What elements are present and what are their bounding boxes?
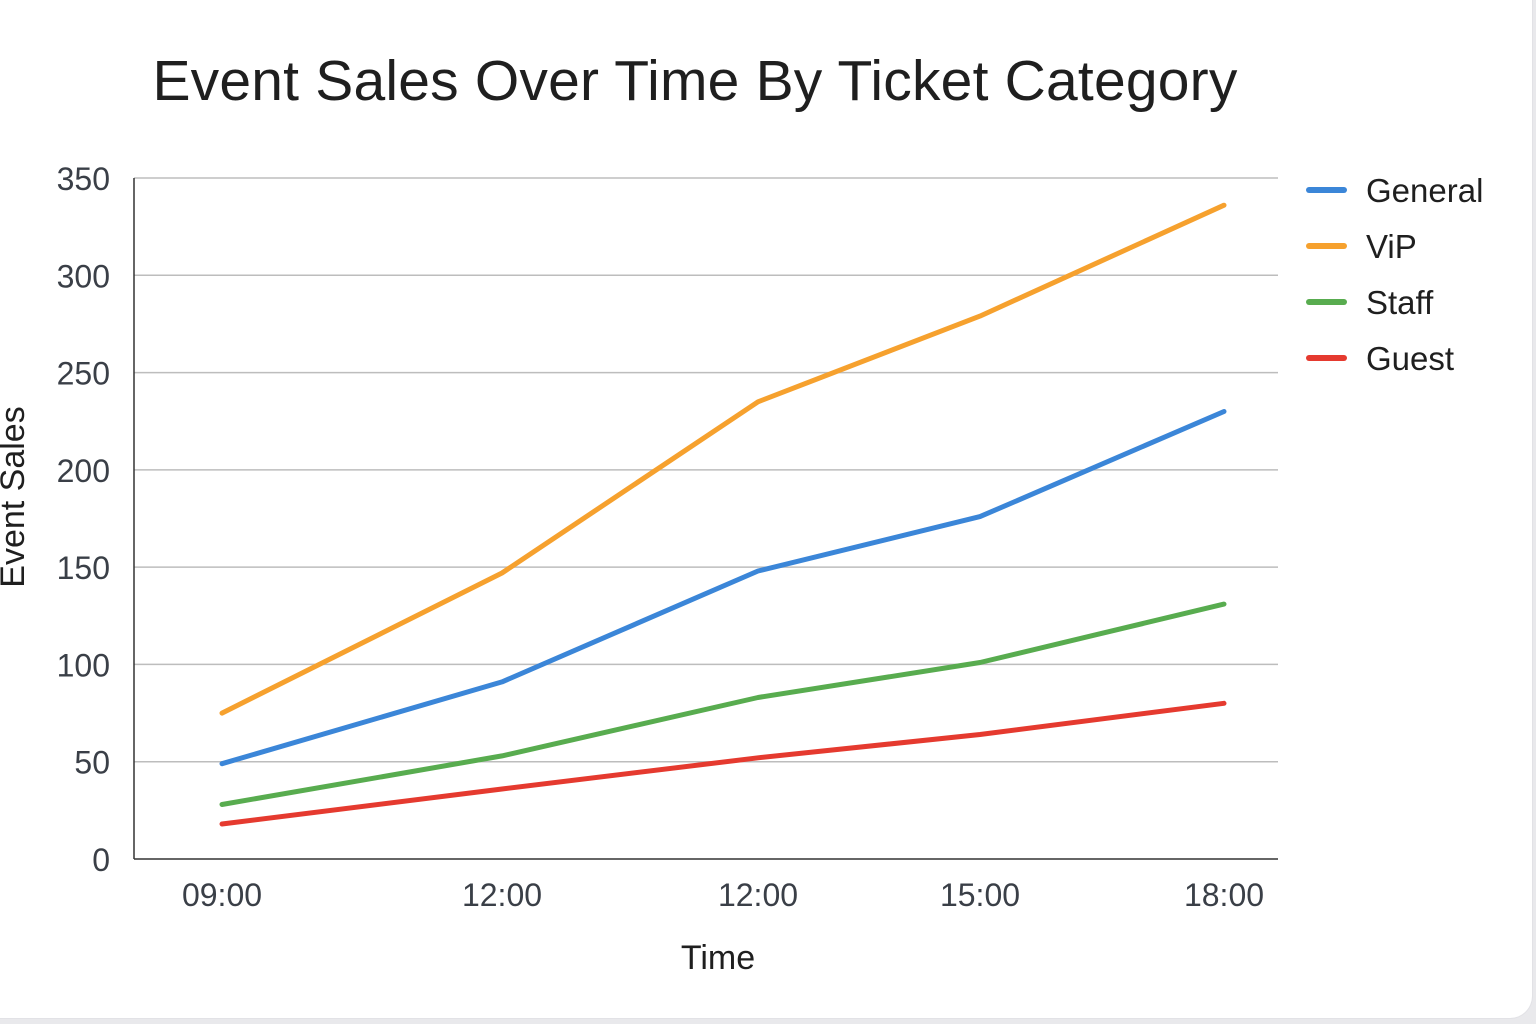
y-tick-label: 300 (57, 258, 110, 294)
legend-label: Guest (1366, 340, 1454, 377)
x-axis-label: Time (681, 939, 755, 977)
x-tick-label: 12:00 (718, 877, 798, 913)
x-axis-ticks: 09:00 12:00 12:00 15:00 18:00 (182, 877, 1264, 913)
x-tick-label: 12:00 (462, 877, 542, 913)
x-tick-label: 09:00 (182, 877, 262, 913)
y-axis-ticks: 0 50 100 150 200 250 300 350 (57, 161, 110, 878)
y-tick-label: 100 (57, 647, 110, 683)
series-line-staff (219, 601, 1227, 807)
gridlines (134, 177, 1278, 763)
x-tick-label: 18:00 (1184, 877, 1264, 913)
legend-label: Staff (1366, 284, 1434, 321)
legend-label: General (1366, 172, 1483, 209)
y-tick-label: 350 (57, 161, 110, 197)
y-tick-label: 150 (57, 550, 110, 586)
series-lines (219, 202, 1227, 827)
legend-label: ViP (1366, 228, 1417, 265)
axes (133, 178, 1278, 860)
y-tick-label: 0 (92, 842, 110, 878)
series-line-general (219, 409, 1227, 767)
x-tick-label: 15:00 (940, 877, 1020, 913)
y-axis-label: Event Sales (0, 406, 32, 587)
y-tick-label: 250 (57, 356, 110, 392)
chart-title: Event Sales Over Time By Ticket Category (152, 49, 1238, 113)
series-line-vip (219, 202, 1227, 716)
y-tick-label: 50 (74, 745, 110, 781)
y-tick-label: 200 (57, 453, 110, 489)
legend: General ViP Staff Guest (1306, 172, 1483, 377)
